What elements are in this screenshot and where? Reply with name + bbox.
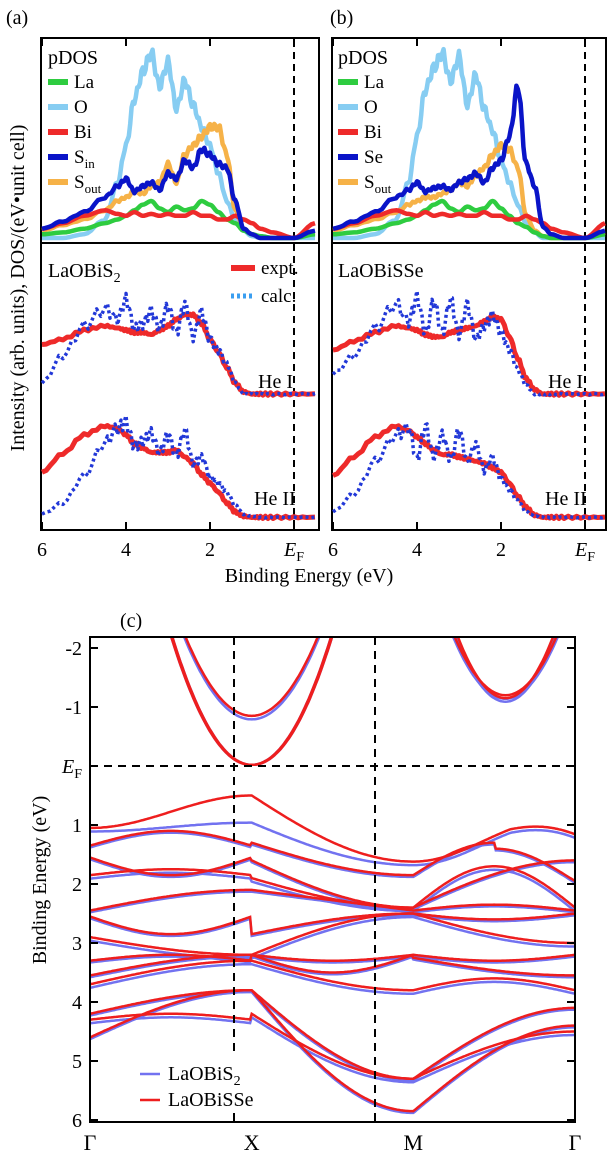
panel-a-label: (a) <box>6 7 28 29</box>
c-ytick-label: -2 <box>65 638 82 660</box>
band_sse-vb-4 <box>91 888 574 912</box>
c-ytick-label: 6 <box>72 1110 82 1132</box>
kpoint-label: Γ <box>569 1130 582 1155</box>
band_sse-vb-11 <box>91 988 574 1113</box>
band_sse-cb-x2 <box>184 638 319 718</box>
band_s2-vb-10 <box>91 990 574 1082</box>
band_sse-vb-9 <box>91 959 574 992</box>
band_sse-vb-10 <box>91 988 574 1080</box>
c-ytick-label: 4 <box>72 992 82 1014</box>
top-x-ticks: 6 4 2 EF 6 4 2 EF <box>37 38 595 565</box>
c-ytick-label: 1 <box>72 815 82 837</box>
kpoint-label: M <box>404 1130 424 1155</box>
pdos-curves-b <box>332 46 606 241</box>
spectra-a <box>40 291 316 521</box>
pdos-line-la <box>332 198 606 241</box>
band_sse-vb-2 <box>91 856 574 909</box>
legend-label-sin: Sin <box>74 147 95 171</box>
legend-label-o: O <box>364 97 378 118</box>
top-tick-label: 2 <box>496 539 506 561</box>
material-label-a: LaOBiS2 <box>48 260 121 286</box>
pdos-line-bi <box>41 208 316 241</box>
panel-a-frame <box>40 37 320 531</box>
c-ytick-label: EF <box>61 756 82 782</box>
band_s2-vb-2 <box>91 858 574 911</box>
c-ytick-label: 3 <box>72 933 82 955</box>
legend-label-sin: Se <box>364 147 383 168</box>
band_s2-vb-6 <box>91 915 574 960</box>
spectrum-calc-he2 <box>332 421 606 520</box>
top-xlabel: Binding Energy (eV) <box>225 565 394 587</box>
band_sse-cb-mg1 <box>453 638 558 697</box>
band_s2-vb-12 <box>91 1015 574 1084</box>
pdos-line-sin <box>41 145 316 241</box>
band_sse-vb-12 <box>91 1011 574 1080</box>
he2-label-a: He II <box>254 488 296 510</box>
top-tick-label: EF <box>283 539 304 565</box>
panel-b-label: (b) <box>330 7 353 29</box>
legend-label-la: La <box>74 72 95 93</box>
spectrum-expt-he2 <box>41 423 316 521</box>
legend-expt-label: expt. <box>261 258 298 279</box>
top-tick-label: 4 <box>412 539 422 561</box>
band-structure <box>91 638 574 1115</box>
kpoint-label: X <box>244 1130 260 1155</box>
panel-c-label: (c) <box>120 610 142 632</box>
band_s2-cb-x2 <box>183 638 321 721</box>
legend-label-sout: Sout <box>74 172 102 196</box>
band_sse-vb-0 <box>91 794 574 863</box>
top-tick-label: 6 <box>37 539 47 561</box>
pdos-title-a: pDOS <box>48 47 98 69</box>
he1-label-a: He I <box>258 371 293 393</box>
pdos-line-se <box>332 83 606 241</box>
c-ytick-label: -1 <box>65 697 82 719</box>
kpoint-label: Γ <box>84 1130 97 1155</box>
top-tick-label: 4 <box>121 539 131 561</box>
band_s2-vb-11 <box>91 990 574 1115</box>
legend-label-o: O <box>74 97 88 118</box>
pdos-title-b: pDOS <box>338 47 388 69</box>
band-legend-s2-label: LaOBiS2 <box>168 1063 241 1089</box>
c-ytick-label: 2 <box>72 874 82 896</box>
band_sse-cb-mg2 <box>457 638 554 700</box>
legend-label-bi: Bi <box>74 122 92 143</box>
c-ytick-label: 5 <box>72 1051 82 1073</box>
band_s2-vb-5 <box>91 914 574 938</box>
spectrum-calc-he1 <box>40 291 316 397</box>
he1-label-b: He I <box>548 371 583 393</box>
band_sse-vb-8 <box>91 953 574 977</box>
legend-label-sout: Sout <box>364 172 392 196</box>
spectra-b <box>331 289 606 521</box>
legend-calc-label: calc. <box>261 286 296 307</box>
band_sse-cb-x1 <box>171 638 332 767</box>
band_sse-vb-7 <box>91 953 574 962</box>
legend-label-la: La <box>364 72 385 93</box>
he2-label-b: He II <box>545 488 587 510</box>
band_s2-vb-7 <box>91 955 574 964</box>
pdos-curves-a <box>41 47 316 241</box>
legend-label-bi: Bi <box>364 122 382 143</box>
band_sse-vb-1 <box>91 829 574 882</box>
band_s2-vb-9 <box>91 962 574 995</box>
panel-b-frame <box>331 37 607 531</box>
band_s2-vb-4 <box>91 890 574 914</box>
band-legend-sse-label: LaOBiSSe <box>168 1089 254 1111</box>
top-tick-label: 2 <box>205 539 215 561</box>
panel-c-frame <box>89 636 576 1123</box>
top-ylabel: Intensity (arb. units), DOS/(eV•unit cel… <box>7 125 29 452</box>
band_sse-vb-6 <box>91 912 574 957</box>
top-tick-label: 6 <box>328 539 338 561</box>
band_s2-vb-0 <box>91 821 574 867</box>
band_sse-vb-5 <box>91 912 574 936</box>
band_sse-cb-x3 <box>170 638 334 767</box>
band_s2-vb-8 <box>91 955 574 979</box>
spectrum-calc-he1 <box>331 289 606 397</box>
top-tick-label: EF <box>574 539 595 565</box>
panel-c-ylabel: Binding Energy (eV) <box>29 796 51 965</box>
pdos-legend-b: La O Bi Se Sout <box>338 72 392 196</box>
material-label-b: LaOBiSSe <box>338 260 424 282</box>
